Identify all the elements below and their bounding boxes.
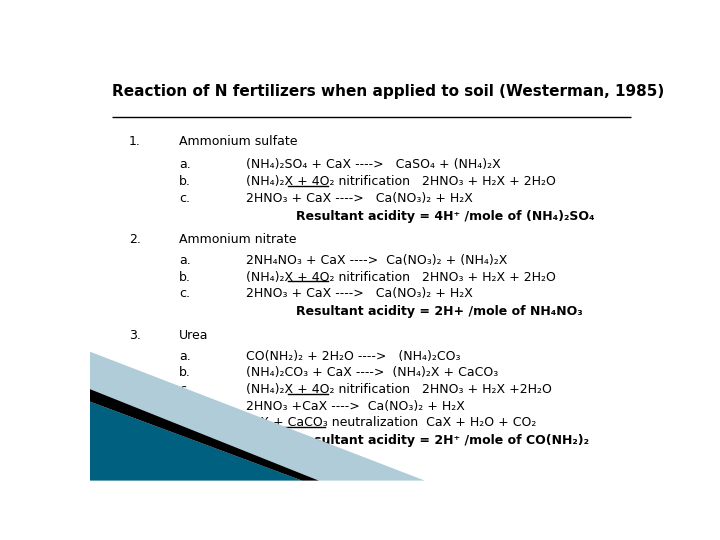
Text: Resultant acidity = 2H⁺ /mole of CO(NH₂)₂: Resultant acidity = 2H⁺ /mole of CO(NH₂)… (297, 434, 590, 447)
Polygon shape (90, 352, 425, 481)
Text: c.: c. (179, 192, 190, 205)
Text: Ammonium sulfate: Ammonium sulfate (179, 136, 298, 148)
Text: 2HNO₃ + CaX ---->   Ca(NO₃)₂ + H₂X: 2HNO₃ + CaX ----> Ca(NO₃)₂ + H₂X (246, 192, 473, 205)
Text: a.: a. (179, 254, 191, 267)
Text: c.: c. (179, 287, 190, 300)
Text: Resultant acidity = 4H⁺ /mole of (NH₄)₂SO₄: Resultant acidity = 4H⁺ /mole of (NH₄)₂S… (297, 210, 595, 224)
Text: b.: b. (179, 366, 191, 379)
Text: Reaction of N fertilizers when applied to soil (Westerman, 1985): Reaction of N fertilizers when applied t… (112, 84, 665, 98)
Text: a.: a. (179, 158, 191, 171)
Text: c.: c. (179, 383, 190, 396)
Text: 3.: 3. (129, 329, 141, 342)
Text: 2NH₄NO₃ + CaX ---->  Ca(NO₃)₂ + (NH₄)₂X: 2NH₄NO₃ + CaX ----> Ca(NO₃)₂ + (NH₄)₂X (246, 254, 508, 267)
Text: Resultant acidity = 2H+ /mole of NH₄NO₃: Resultant acidity = 2H+ /mole of NH₄NO₃ (297, 305, 583, 318)
Text: b.: b. (179, 175, 191, 188)
Text: (NH₄)₂X + 4O₂ nitrification   2HNO₃ + H₂X + 2H₂O: (NH₄)₂X + 4O₂ nitrification 2HNO₃ + H₂X … (246, 175, 556, 188)
Text: 2.: 2. (129, 233, 141, 246)
Text: H₂X + CaCO₃ neutralization  CaX + H₂O + CO₂: H₂X + CaCO₃ neutralization CaX + H₂O + C… (246, 416, 536, 429)
Text: d.: d. (179, 400, 192, 413)
Text: CO(NH₂)₂ + 2H₂O ---->   (NH₄)₂CO₃: CO(NH₂)₂ + 2H₂O ----> (NH₄)₂CO₃ (246, 349, 461, 363)
Text: 2HNO₃ +CaX ---->  Ca(NO₃)₂ + H₂X: 2HNO₃ +CaX ----> Ca(NO₃)₂ + H₂X (246, 400, 465, 413)
Text: (NH₄)₂CO₃ + CaX ---->  (NH₄)₂X + CaCO₃: (NH₄)₂CO₃ + CaX ----> (NH₄)₂X + CaCO₃ (246, 366, 498, 379)
Text: e.: e. (179, 416, 191, 429)
Text: Ammonium nitrate: Ammonium nitrate (179, 233, 297, 246)
Polygon shape (90, 389, 319, 481)
Text: (NH₄)₂SO₄ + CaX ---->   CaSO₄ + (NH₄)₂X: (NH₄)₂SO₄ + CaX ----> CaSO₄ + (NH₄)₂X (246, 158, 501, 171)
Text: a.: a. (179, 349, 191, 363)
Text: (NH₄)₂X + 4O₂ nitrification   2HNO₃ + H₂X + 2H₂O: (NH₄)₂X + 4O₂ nitrification 2HNO₃ + H₂X … (246, 271, 556, 284)
Text: (NH₄)₂X + 4O₂ nitrification   2HNO₃ + H₂X +2H₂O: (NH₄)₂X + 4O₂ nitrification 2HNO₃ + H₂X … (246, 383, 552, 396)
Text: Urea: Urea (179, 329, 209, 342)
Text: 1.: 1. (129, 136, 141, 148)
Text: 2HNO₃ + CaX ---->   Ca(NO₃)₂ + H₂X: 2HNO₃ + CaX ----> Ca(NO₃)₂ + H₂X (246, 287, 473, 300)
Text: b.: b. (179, 271, 191, 284)
Polygon shape (90, 402, 302, 481)
